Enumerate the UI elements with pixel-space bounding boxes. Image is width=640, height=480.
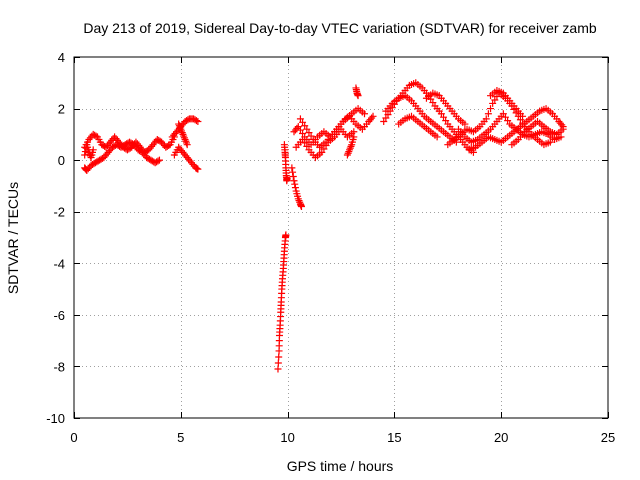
data-point [558,121,566,129]
data-point [178,129,186,137]
data-point [290,177,298,185]
data-point [274,359,282,367]
data-point [154,157,162,165]
data-point [344,149,352,157]
data-point [546,138,554,146]
data-point [183,141,191,149]
data-point [194,117,202,125]
y-tick-label: -2 [53,205,65,220]
data-point [346,144,354,152]
x-tick-label: 15 [387,430,401,445]
data-point [295,197,303,205]
data-point [347,142,355,150]
data-point [175,122,183,130]
data-point [369,112,377,120]
data-point [176,123,184,131]
y-tick-label: -10 [46,411,65,426]
data-point [192,117,200,125]
data-point [487,105,495,113]
data-point [297,203,305,211]
y-tick-labels: -10 -8 -6 -4 -2 0 2 4 [46,50,65,426]
data-point [346,146,354,154]
data-point [275,353,283,361]
data-point [291,184,299,192]
data-point [368,114,376,122]
x-tick-label: 10 [280,430,294,445]
data-point [274,365,282,373]
data-points [81,79,567,373]
y-axis-label: SDTVAR / TECUs [5,182,21,294]
x-tick-label: 20 [494,430,508,445]
x-tick-label: 0 [70,430,77,445]
data-point [179,130,187,138]
data-point [433,133,441,141]
data-point [291,180,299,188]
data-point [559,125,567,133]
data-point [557,133,565,141]
data-point [282,231,290,239]
data-point [155,156,163,164]
data-point [81,151,89,159]
data-point [484,110,492,118]
y-tick-label: -4 [53,256,65,271]
x-axis-label: GPS time / hours [287,458,394,474]
data-point [482,115,490,123]
data-point [360,110,368,118]
y-tick-label: 2 [58,102,65,117]
data-point [283,174,291,182]
data-point [178,127,186,135]
data-point [294,195,302,203]
y-tick-label: 4 [58,50,65,65]
data-point [175,120,183,128]
y-tick-label: -8 [53,359,65,374]
data-point [354,92,362,100]
data-point [180,134,188,142]
data-point [343,151,351,159]
x-tick-label: 5 [177,430,184,445]
data-point [519,112,527,120]
data-point [194,165,202,173]
data-point [293,124,301,132]
data-point [289,168,297,176]
plot-frame [73,56,609,419]
x-tick-labels: 0 5 10 15 20 25 [70,430,615,445]
data-point [180,132,188,140]
y-tick-label: 0 [58,153,65,168]
chart-title: Day 213 of 2019, Sidereal Day-to-day VTE… [83,20,596,36]
data-point [289,172,297,180]
data-point [345,148,353,156]
y-tick-label: -6 [53,308,65,323]
data-point [461,120,469,128]
axis-ticks [74,57,609,419]
data-point [89,146,97,154]
data-point [181,136,189,144]
data-point [350,133,358,141]
data-point [177,125,185,133]
x-tick-label: 25 [601,430,615,445]
data-point [182,137,190,145]
data-point [288,164,296,172]
data-point [182,139,190,147]
